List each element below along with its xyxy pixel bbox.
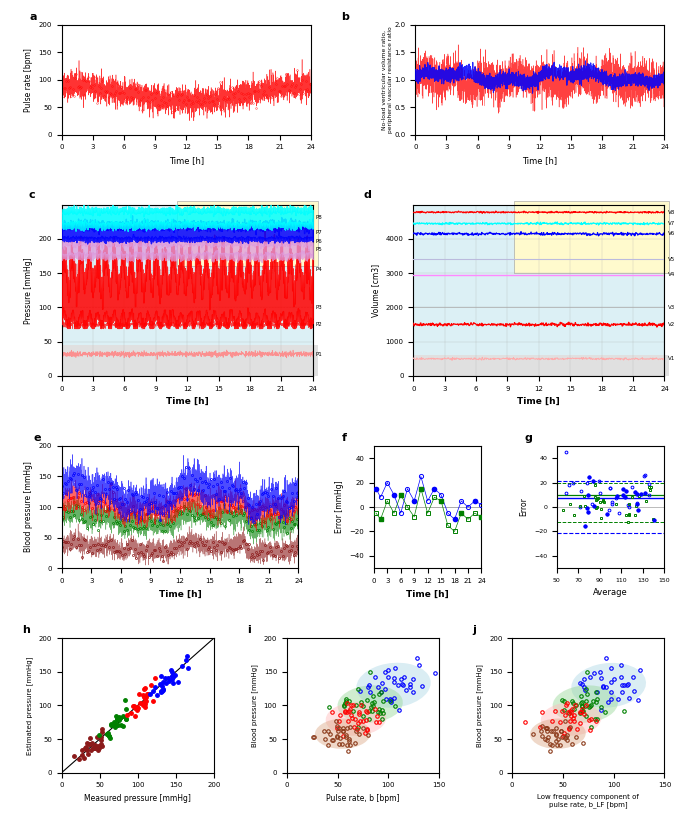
Text: V3: V3 [668, 305, 675, 310]
Y-axis label: Volume [cm3]: Volume [cm3] [371, 264, 380, 316]
X-axis label: Average: Average [593, 589, 628, 598]
Ellipse shape [530, 718, 586, 749]
Text: c: c [29, 190, 36, 200]
Text: V6: V6 [668, 231, 675, 236]
Text: d: d [363, 190, 371, 200]
Text: i: i [247, 625, 251, 635]
Text: V4: V4 [668, 272, 675, 277]
Text: h: h [22, 625, 30, 635]
Y-axis label: Blood pressure [mmHg]: Blood pressure [mmHg] [24, 462, 33, 552]
Text: V7: V7 [668, 221, 675, 226]
Text: P2: P2 [316, 322, 323, 327]
Text: g: g [525, 433, 532, 443]
Text: P7: P7 [316, 229, 323, 234]
Text: a: a [29, 12, 37, 22]
Y-axis label: Blood pressure [mmHg]: Blood pressure [mmHg] [251, 664, 258, 747]
Y-axis label: Error: Error [519, 497, 528, 516]
Ellipse shape [553, 686, 618, 723]
Text: V2: V2 [668, 322, 675, 327]
X-axis label: Time [h]: Time [h] [523, 156, 558, 165]
Y-axis label: Pulse rate [bpm]: Pulse rate [bpm] [24, 48, 33, 112]
Text: f: f [342, 433, 347, 443]
Text: b: b [340, 12, 349, 22]
Text: P8: P8 [316, 215, 323, 219]
Text: P4: P4 [316, 267, 323, 272]
Ellipse shape [540, 702, 601, 736]
X-axis label: Time [h]: Time [h] [406, 589, 449, 598]
Text: P5: P5 [316, 247, 323, 252]
Polygon shape [514, 201, 669, 273]
Ellipse shape [315, 718, 371, 749]
Text: V8: V8 [668, 210, 675, 215]
Text: P3: P3 [316, 305, 323, 310]
X-axis label: Pulse rate, b [bpm]: Pulse rate, b [bpm] [326, 794, 400, 803]
Text: P6: P6 [316, 239, 323, 244]
X-axis label: Measured pressure [mmHg]: Measured pressure [mmHg] [84, 794, 191, 803]
Y-axis label: No-load ventricular volume ratio,
peripheral vascular resistance ratio: No-load ventricular volume ratio, periph… [382, 26, 393, 133]
Ellipse shape [571, 663, 646, 708]
Y-axis label: Error [mmHg]: Error [mmHg] [335, 481, 344, 533]
Text: P1: P1 [316, 352, 323, 357]
Text: V5: V5 [668, 257, 675, 262]
X-axis label: Time [h]: Time [h] [159, 589, 201, 598]
Ellipse shape [338, 686, 403, 723]
Y-axis label: Pressure [mmHg]: Pressure [mmHg] [24, 257, 33, 324]
Text: j: j [473, 625, 477, 635]
Ellipse shape [356, 663, 431, 708]
Polygon shape [62, 345, 318, 376]
Ellipse shape [325, 702, 386, 736]
X-axis label: Time [h]: Time [h] [166, 397, 209, 406]
Polygon shape [413, 355, 669, 376]
Polygon shape [177, 201, 318, 266]
Text: V1: V1 [668, 356, 675, 362]
X-axis label: Time [h]: Time [h] [169, 156, 203, 165]
Text: e: e [34, 433, 40, 443]
X-axis label: Time [h]: Time [h] [517, 397, 560, 406]
X-axis label: Low frequency component of
pulse rate, b_LF [bpm]: Low frequency component of pulse rate, b… [538, 794, 639, 808]
Y-axis label: Estimated pressure [mmHg]: Estimated pressure [mmHg] [26, 656, 33, 755]
Y-axis label: Blood pressure [mmHg]: Blood pressure [mmHg] [477, 664, 484, 747]
